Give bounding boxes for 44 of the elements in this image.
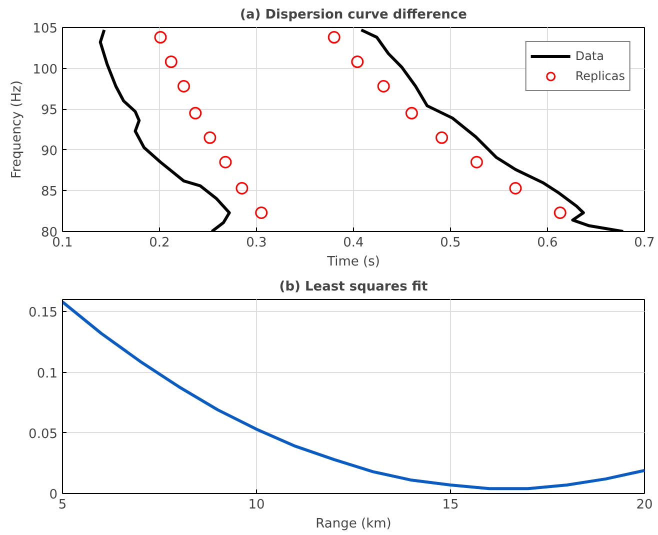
line-series [62,300,644,490]
point [164,56,178,68]
x-tick-label: 0.2 [149,236,170,250]
point [219,156,232,168]
chart-title: (a) Dispersion curve difference [240,8,468,22]
x-tick-label: 0.3 [246,236,267,250]
y-axis-title: Frequency (Hz) [10,80,25,179]
y-tick-label: 0.15 [28,306,58,321]
y-tick-label: 0.1 [36,366,58,382]
point [405,106,418,120]
point [509,182,522,194]
point [436,131,448,144]
point [351,56,364,68]
point [154,31,167,44]
x-tick-label: 0.6 [537,236,558,250]
point [255,206,268,219]
x-axis-title: Range (km) [316,516,392,532]
legend-label: Data [575,49,604,63]
point [470,156,483,168]
x-tick-label: 0.1 [52,236,73,250]
point [178,80,190,92]
point [189,106,202,120]
x-tick-label: 5 [58,498,67,512]
y-tick-label: 95 [40,103,58,118]
x-tick-label: 0.7 [634,236,655,250]
y-tick-label: 85 [40,184,58,200]
y-tick-label: 0.05 [28,426,58,442]
x-tick-label: 0.4 [343,236,364,250]
x-tick-label: 10 [248,498,265,512]
legend-label: Replicas [575,69,625,83]
y-tick-label: 0 [49,488,58,502]
x-tick-label: 0.5 [440,236,461,250]
x-tick-label: 15 [442,498,459,512]
x-tick-label: 20 [636,498,653,512]
chart-title: (b) Least squares fit [279,280,428,294]
point [328,31,340,44]
y-tick-label: 100 [32,62,58,78]
point [377,80,390,92]
point [554,206,566,219]
x-axis-title: Time (s) [326,254,380,270]
y-tick-label: 90 [40,144,58,159]
point [204,131,216,144]
y-tick-label: 105 [32,22,58,36]
point [236,182,248,194]
